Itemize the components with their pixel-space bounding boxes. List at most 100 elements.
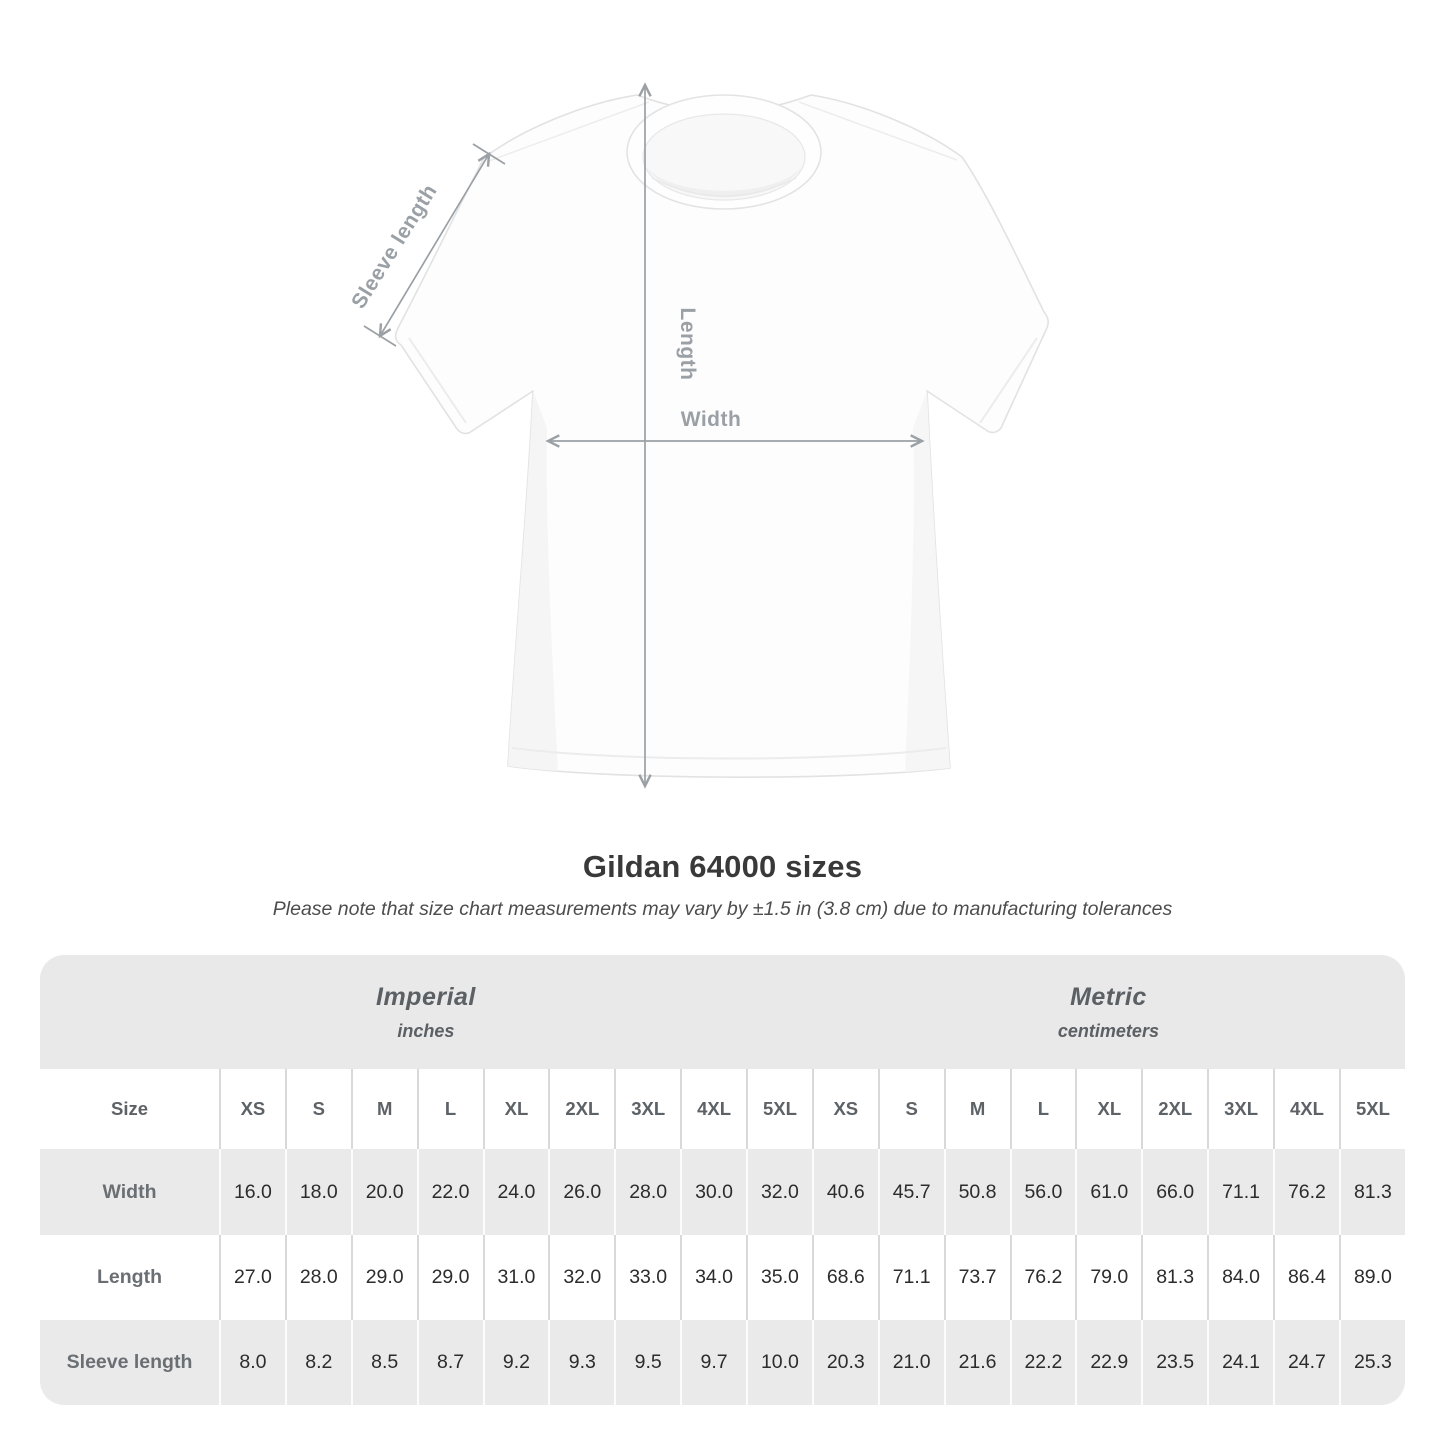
- cell-length-imperial-xl: 31.0: [482, 1234, 549, 1320]
- cell-length-imperial-3xl: 33.0: [614, 1234, 681, 1320]
- cell-width-imperial-l: 22.0: [416, 1149, 483, 1235]
- cell-sleeve-length-metric-m: 21.6: [943, 1319, 1010, 1405]
- size-header-metric-2xl: 2XL: [1141, 1069, 1208, 1150]
- cell-width-metric-xs: 40.6: [811, 1149, 878, 1235]
- cell-sleeve-length-imperial-xs: 8.0: [219, 1319, 285, 1405]
- size-header-imperial-m: M: [350, 1069, 417, 1150]
- imperial-header-label: Imperial: [376, 982, 476, 1011]
- row-label-width: Width: [40, 1149, 219, 1235]
- size-header-metric-3xl: 3XL: [1207, 1069, 1273, 1150]
- cell-width-imperial-m: 20.0: [350, 1149, 417, 1235]
- cell-sleeve-length-metric-3xl: 24.1: [1207, 1319, 1273, 1405]
- imperial-header: Imperial inches: [40, 955, 812, 1070]
- cell-sleeve-length-metric-5xl: 25.3: [1338, 1319, 1405, 1405]
- size-header-imperial-xl: XL: [482, 1069, 549, 1150]
- cell-width-metric-2xl: 66.0: [1141, 1149, 1208, 1235]
- size-header-metric-m: M: [943, 1069, 1010, 1150]
- cell-length-imperial-5xl: 35.0: [746, 1234, 812, 1320]
- cell-width-metric-s: 45.7: [877, 1149, 944, 1235]
- measurement-row-width: Width 16.0 18.0 20.0 22.0 24.0 26.0 28.0 30.0 32.…: [40, 1149, 1405, 1235]
- size-header-metric-4xl: 4XL: [1273, 1069, 1339, 1150]
- cell-sleeve-length-imperial-s: 8.2: [284, 1319, 351, 1405]
- page-title: Gildan 64000 sizes: [582, 849, 863, 884]
- row-label-length: Length: [40, 1234, 219, 1320]
- cell-length-metric-5xl: 89.0: [1338, 1234, 1405, 1320]
- cell-length-imperial-s: 28.0: [284, 1234, 351, 1320]
- cell-width-metric-4xl: 76.2: [1273, 1149, 1339, 1235]
- size-chart-table: Imperial inches Metric centimeters Size …: [40, 955, 1405, 1405]
- size-header-imperial-5xl: 5XL: [746, 1069, 812, 1150]
- cell-width-imperial-2xl: 26.0: [548, 1149, 615, 1235]
- size-table-body: Imperial inches Metric centimeters Size …: [40, 955, 1405, 1405]
- cell-sleeve-length-metric-xl: 22.9: [1075, 1319, 1142, 1405]
- cell-width-metric-3xl: 71.1: [1207, 1149, 1273, 1235]
- sleeve-arrow-tick-bottom: [363, 325, 397, 347]
- cell-sleeve-length-imperial-4xl: 9.7: [680, 1319, 746, 1405]
- unit-group-row: Imperial inches Metric centimeters: [40, 955, 1405, 1070]
- cell-sleeve-length-metric-l: 22.2: [1009, 1319, 1076, 1405]
- size-column-label: Size: [40, 1069, 219, 1150]
- cell-length-imperial-4xl: 34.0: [680, 1234, 746, 1320]
- cell-width-metric-xl: 61.0: [1075, 1149, 1142, 1235]
- cell-width-imperial-s: 18.0: [284, 1149, 351, 1235]
- cell-length-imperial-l: 29.0: [416, 1234, 483, 1320]
- cell-length-metric-l: 76.2: [1009, 1234, 1076, 1320]
- size-chart-table-wrapper: Imperial inches Metric centimeters Size …: [40, 955, 1405, 1405]
- cell-length-metric-s: 71.1: [877, 1234, 944, 1320]
- tshirt-body: [394, 94, 1049, 778]
- cell-width-imperial-5xl: 32.0: [746, 1149, 812, 1235]
- size-header-imperial-l: L: [416, 1069, 483, 1150]
- length-label: Length: [676, 308, 699, 381]
- tshirt-illustration: Sleeve length Length Width: [347, 82, 1049, 789]
- cell-sleeve-length-imperial-m: 8.5: [350, 1319, 417, 1405]
- cell-length-metric-3xl: 84.0: [1207, 1234, 1273, 1320]
- cell-width-metric-m: 50.8: [943, 1149, 1010, 1235]
- cell-width-metric-5xl: 81.3: [1338, 1149, 1405, 1235]
- cell-length-imperial-m: 29.0: [350, 1234, 417, 1320]
- width-label: Width: [681, 408, 742, 431]
- cell-sleeve-length-imperial-2xl: 9.3: [548, 1319, 615, 1405]
- cell-sleeve-length-imperial-xl: 9.2: [482, 1319, 549, 1405]
- size-header-row: Size XS S M L XL 2XL 3XL 4XL 5XL XS S M L XL 2XL 3XL 4XL…: [40, 1069, 1405, 1150]
- cell-sleeve-length-imperial-5xl: 10.0: [746, 1319, 812, 1405]
- cell-length-metric-4xl: 86.4: [1273, 1234, 1339, 1320]
- measurement-row-sleeve-length: Sleeve length 8.0 8.2 8.5 8.7 9.2 9.3 9.5 9.7 10.…: [40, 1319, 1405, 1405]
- cell-length-imperial-xs: 27.0: [219, 1234, 285, 1320]
- sleeve-dimension-arrow: [378, 151, 491, 339]
- sleeve-arrow-tick-top: [472, 143, 506, 165]
- tolerance-note: Please note that size chart measurements…: [272, 898, 1173, 920]
- size-header-imperial-s: S: [284, 1069, 351, 1150]
- metric-header: Metric centimeters: [811, 955, 1405, 1070]
- cell-length-metric-m: 73.7: [943, 1234, 1010, 1320]
- imperial-header-sublabel: inches: [397, 1020, 455, 1041]
- size-header-metric-l: L: [1009, 1069, 1076, 1150]
- size-header-metric-5xl: 5XL: [1338, 1069, 1405, 1150]
- size-header-metric-xs: XS: [811, 1069, 878, 1150]
- cell-width-imperial-xs: 16.0: [219, 1149, 285, 1235]
- cell-length-metric-xs: 68.6: [811, 1234, 878, 1320]
- row-label-sleeve-length: Sleeve length: [40, 1319, 219, 1405]
- cell-sleeve-length-metric-2xl: 23.5: [1141, 1319, 1208, 1405]
- cell-length-imperial-2xl: 32.0: [548, 1234, 615, 1320]
- cell-sleeve-length-imperial-l: 8.7: [416, 1319, 483, 1405]
- measurement-row-length: Length 27.0 28.0 29.0 29.0 31.0 32.0 33.0 34.0 35…: [40, 1234, 1405, 1320]
- cell-length-metric-xl: 79.0: [1075, 1234, 1142, 1320]
- cell-sleeve-length-metric-4xl: 24.7: [1273, 1319, 1339, 1405]
- cell-length-metric-2xl: 81.3: [1141, 1234, 1208, 1320]
- cell-width-imperial-xl: 24.0: [482, 1149, 549, 1235]
- cell-sleeve-length-metric-xs: 20.3: [811, 1319, 878, 1405]
- cell-width-imperial-4xl: 30.0: [680, 1149, 746, 1235]
- cell-width-imperial-3xl: 28.0: [614, 1149, 681, 1235]
- cell-width-metric-l: 56.0: [1009, 1149, 1076, 1235]
- size-header-metric-s: S: [877, 1069, 944, 1150]
- size-header-imperial-2xl: 2XL: [548, 1069, 615, 1150]
- size-header-imperial-4xl: 4XL: [680, 1069, 746, 1150]
- size-header-metric-xl: XL: [1075, 1069, 1142, 1150]
- size-header-imperial-xs: XS: [219, 1069, 285, 1150]
- cell-sleeve-length-metric-s: 21.0: [877, 1319, 944, 1405]
- cell-sleeve-length-imperial-3xl: 9.5: [614, 1319, 681, 1405]
- size-header-imperial-3xl: 3XL: [614, 1069, 681, 1150]
- dimension-arrows: [363, 82, 925, 789]
- tshirt-collar: [626, 94, 822, 210]
